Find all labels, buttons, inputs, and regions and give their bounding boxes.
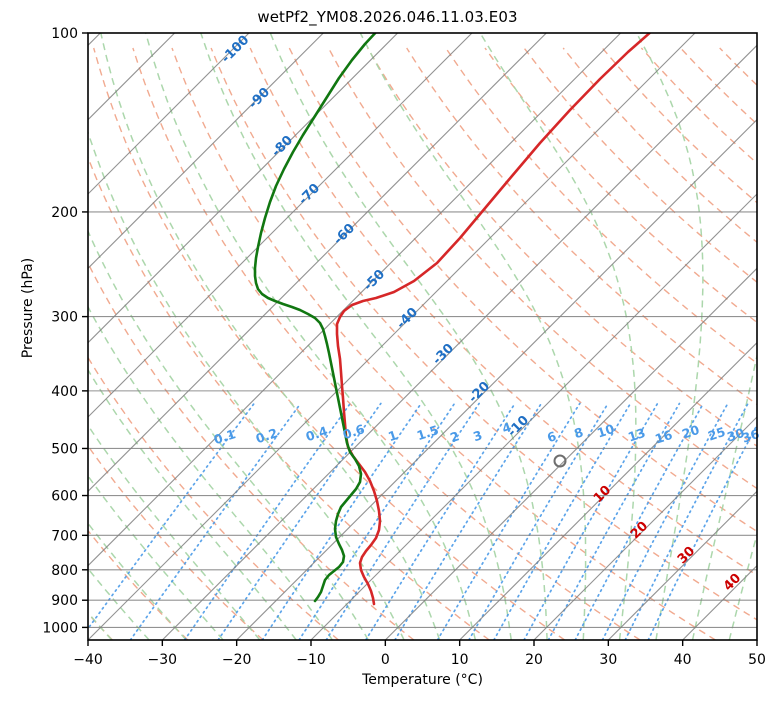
x-tick-label: 0 — [381, 652, 390, 668]
y-tick-label: 1000 — [42, 620, 78, 636]
mixing-ratio-label-36: 36 — [740, 426, 761, 446]
mixing-ratio-label-10: 10 — [595, 421, 616, 441]
mixing-ratio-label-20: 20 — [680, 422, 701, 442]
page-title: wetPf2_YM08.2026.046.11.03.E03 — [257, 8, 518, 26]
x-tick-label: −40 — [73, 652, 103, 668]
y-tick-label: 900 — [51, 593, 78, 609]
x-tick-label: 40 — [674, 652, 692, 668]
x-tick-label: 20 — [525, 652, 543, 668]
y-tick-label: 400 — [51, 384, 78, 400]
y-tick-label: 600 — [51, 489, 78, 505]
mixing-ratio-label-30: 30 — [725, 425, 746, 445]
y-tick-label: 800 — [51, 563, 78, 579]
lcl-marker — [553, 454, 567, 468]
x-tick-label: 10 — [451, 652, 469, 668]
y-tick-label: 700 — [51, 528, 78, 544]
y-tick-label: 100 — [51, 26, 78, 42]
mixing-ratio-label-13: 13 — [626, 425, 647, 445]
x-tick-label: 50 — [748, 652, 766, 668]
y-tick-label: 500 — [51, 441, 78, 457]
y-tick-label: 200 — [51, 205, 78, 221]
mixing-ratio-label-0.6: 0.6 — [341, 421, 367, 442]
mixing-ratio-label-0.2: 0.2 — [254, 425, 280, 446]
plot-frame — [87, 32, 758, 641]
isobars — [88, 33, 757, 628]
x-tick-label: −10 — [296, 652, 326, 668]
moist-adiabats — [88, 33, 757, 640]
x-tick-label: 30 — [599, 652, 617, 668]
x-tick-label: −30 — [148, 652, 178, 668]
sounding-curves — [253, 33, 652, 606]
mixing-ratio-label-25: 25 — [706, 424, 727, 444]
mixing-ratio-label-1.5: 1.5 — [415, 422, 441, 443]
mixing-ratio-label-0.4: 0.4 — [304, 423, 330, 444]
isotherm-skew-lines — [88, 33, 757, 640]
mixing-ratio-label-0.1: 0.1 — [212, 426, 238, 447]
x-axis-label: Temperature (°C) — [362, 672, 483, 688]
y-tick-label: 300 — [51, 310, 78, 326]
mixing-ratio-lines — [88, 402, 757, 640]
plot-background — [88, 33, 757, 640]
x-tick-label: −20 — [222, 652, 252, 668]
mixing-ratio-label-16: 16 — [653, 427, 674, 447]
